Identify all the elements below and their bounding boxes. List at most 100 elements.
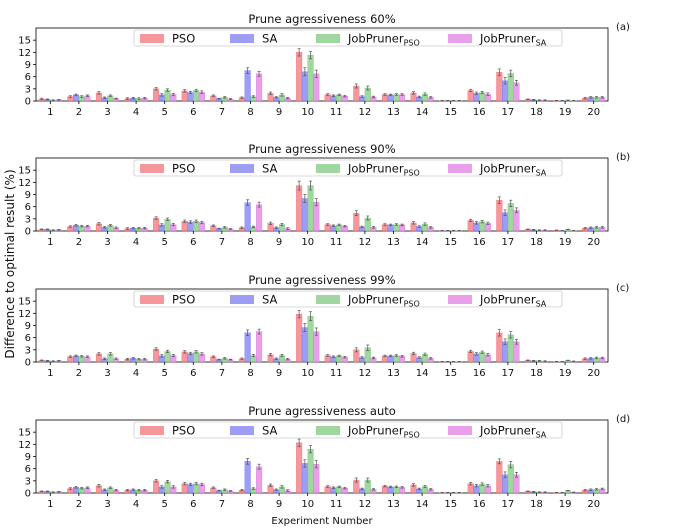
bar xyxy=(496,200,503,232)
x-tick-label: 14 xyxy=(416,368,429,379)
y-tick-label: 12 xyxy=(18,178,31,189)
legend-swatch xyxy=(448,34,472,43)
x-tick-label: 6 xyxy=(190,499,196,510)
bar xyxy=(164,219,171,232)
bar xyxy=(296,442,303,494)
legend-label-base: JobPruner xyxy=(479,424,536,438)
legend-label: PSO xyxy=(172,32,195,46)
x-tick-label: 19 xyxy=(559,499,572,510)
y-tick-label: 9 xyxy=(25,452,31,463)
legend-label: SA xyxy=(262,293,278,307)
bar xyxy=(307,185,314,232)
legend-label-subscript: PSO xyxy=(404,431,420,440)
panel-title: Prune agressiveness auto xyxy=(248,404,396,418)
x-axis-label: Experiment Number xyxy=(271,516,373,527)
legend-label-subscript: SA xyxy=(536,431,547,440)
x-tick-label: 1 xyxy=(47,368,53,379)
x-tick-label: 14 xyxy=(416,107,429,118)
bar xyxy=(153,88,160,102)
panel-title: Prune agressiveness 60% xyxy=(248,12,395,26)
bar xyxy=(467,351,474,363)
x-tick-label: 4 xyxy=(133,237,139,248)
legend-label-base: PSO xyxy=(172,293,195,307)
x-tick-label: 18 xyxy=(530,368,543,379)
legend-label-base: PSO xyxy=(172,162,195,176)
legend: PSO SA JobPrunerPSO JobPrunerSA xyxy=(133,29,563,48)
x-tick-label: 4 xyxy=(133,368,139,379)
y-tick-label: 12 xyxy=(18,309,31,320)
bar xyxy=(513,210,520,232)
legend-label: SA xyxy=(262,424,278,438)
bar xyxy=(313,464,320,494)
x-tick-label: 16 xyxy=(473,107,486,118)
x-tick-label: 17 xyxy=(502,237,515,248)
legend-label-base: SA xyxy=(262,293,278,307)
y-tick-label: 15 xyxy=(18,36,31,47)
x-tick-label: 20 xyxy=(587,499,600,510)
legend-label-subscript: SA xyxy=(536,39,547,48)
bar xyxy=(153,480,160,494)
x-tick-label: 5 xyxy=(162,499,168,510)
legend-label-subscript: SA xyxy=(536,300,547,309)
bar xyxy=(496,72,503,102)
x-tick-label: 8 xyxy=(247,368,253,379)
x-tick-label: 14 xyxy=(416,499,429,510)
x-tick-label: 11 xyxy=(330,499,343,510)
legend-swatch xyxy=(230,426,254,435)
bar xyxy=(507,334,514,363)
x-tick-label: 9 xyxy=(276,499,282,510)
x-tick-label: 17 xyxy=(502,368,515,379)
x-tick-label: 1 xyxy=(47,237,53,248)
bar xyxy=(296,52,303,102)
x-tick-label: 17 xyxy=(502,107,515,118)
x-tick-label: 10 xyxy=(301,237,314,248)
y-tick-label: 12 xyxy=(18,48,31,59)
bar xyxy=(507,203,514,232)
x-tick-label: 13 xyxy=(387,499,400,510)
x-tick-label: 10 xyxy=(301,368,314,379)
y-tick-label: 9 xyxy=(25,321,31,332)
bar xyxy=(296,313,303,363)
panel-label: (d) xyxy=(616,414,630,425)
bar xyxy=(244,202,251,232)
bar xyxy=(256,466,263,494)
legend-swatch xyxy=(448,164,472,173)
y-tick-label: 15 xyxy=(18,297,31,308)
bar xyxy=(296,185,303,232)
legend-label-subscript: PSO xyxy=(404,300,420,309)
bar xyxy=(256,73,263,102)
bar xyxy=(513,341,520,363)
bar xyxy=(307,55,314,102)
x-tick-label: 5 xyxy=(162,368,168,379)
x-tick-label: 17 xyxy=(502,499,515,510)
x-tick-label: 4 xyxy=(133,107,139,118)
y-tick-label: 9 xyxy=(25,190,31,201)
x-tick-label: 2 xyxy=(76,368,82,379)
x-tick-label: 6 xyxy=(190,107,196,118)
x-tick-label: 19 xyxy=(559,237,572,248)
y-tick-label: 0 xyxy=(25,97,31,108)
x-tick-label: 12 xyxy=(359,499,372,510)
bar xyxy=(164,351,171,363)
x-tick-label: 16 xyxy=(473,499,486,510)
legend-label-base: JobPruner xyxy=(347,162,404,176)
x-tick-label: 2 xyxy=(76,107,82,118)
bar xyxy=(507,464,514,494)
bar xyxy=(496,461,503,494)
y-tick-label: 6 xyxy=(25,72,31,83)
bar xyxy=(313,202,320,232)
x-tick-label: 6 xyxy=(190,368,196,379)
legend-swatch xyxy=(316,426,340,435)
legend-label-base: SA xyxy=(262,162,278,176)
legend-label-base: PSO xyxy=(172,424,195,438)
bar xyxy=(307,449,314,494)
bar xyxy=(313,73,320,102)
legend-label: JobPrunerSA xyxy=(479,32,547,48)
x-tick-label: 16 xyxy=(473,237,486,248)
x-tick-label: 3 xyxy=(104,107,110,118)
x-tick-label: 20 xyxy=(587,107,600,118)
x-tick-label: 1 xyxy=(47,107,53,118)
